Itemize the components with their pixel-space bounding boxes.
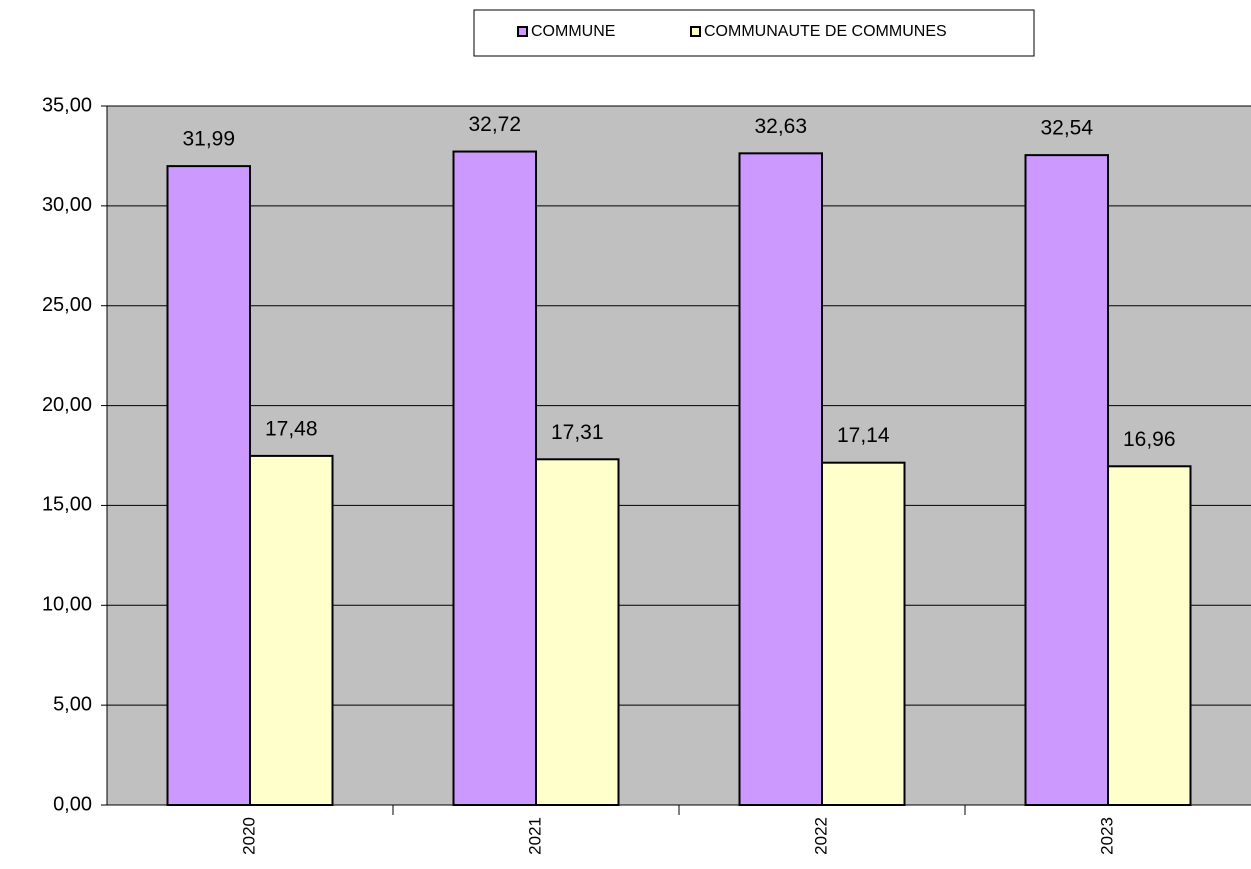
legend-label: COMMUNAUTE DE COMMUNES — [704, 23, 947, 40]
y-tick-label: 25,00 — [42, 294, 92, 316]
bar — [166, 165, 251, 806]
bar — [452, 150, 537, 806]
y-tick-label: 5,00 — [53, 693, 92, 715]
bar — [1024, 154, 1109, 807]
y-tick-label: 30,00 — [42, 194, 92, 216]
bar — [535, 458, 620, 806]
x-tick-label: 2020 — [239, 817, 258, 855]
y-tick-label: 35,00 — [42, 94, 92, 116]
bar — [738, 152, 823, 807]
bar — [821, 461, 906, 806]
x-tick-label: 2021 — [525, 817, 544, 855]
value-label: 17,31 — [551, 421, 604, 444]
legend-swatch — [690, 26, 701, 37]
x-tick-label: 2023 — [1097, 817, 1116, 855]
value-label: 17,14 — [837, 424, 890, 447]
value-label: 31,99 — [182, 128, 235, 151]
value-label: 16,96 — [1123, 428, 1176, 451]
value-label: 32,54 — [1040, 117, 1093, 140]
y-tick-label: 0,00 — [53, 793, 92, 815]
y-tick-label: 10,00 — [42, 594, 92, 616]
legend-label: COMMUNE — [531, 23, 615, 40]
value-label: 32,72 — [468, 113, 521, 136]
legend-swatch — [517, 26, 528, 37]
value-label: 32,63 — [754, 115, 807, 138]
y-tick-label: 15,00 — [42, 494, 92, 516]
value-label: 17,48 — [265, 417, 318, 440]
legend — [473, 9, 1035, 57]
bar — [1107, 465, 1192, 806]
x-tick-label: 2022 — [811, 817, 830, 855]
bar — [249, 454, 334, 806]
y-tick-label: 20,00 — [42, 394, 92, 416]
